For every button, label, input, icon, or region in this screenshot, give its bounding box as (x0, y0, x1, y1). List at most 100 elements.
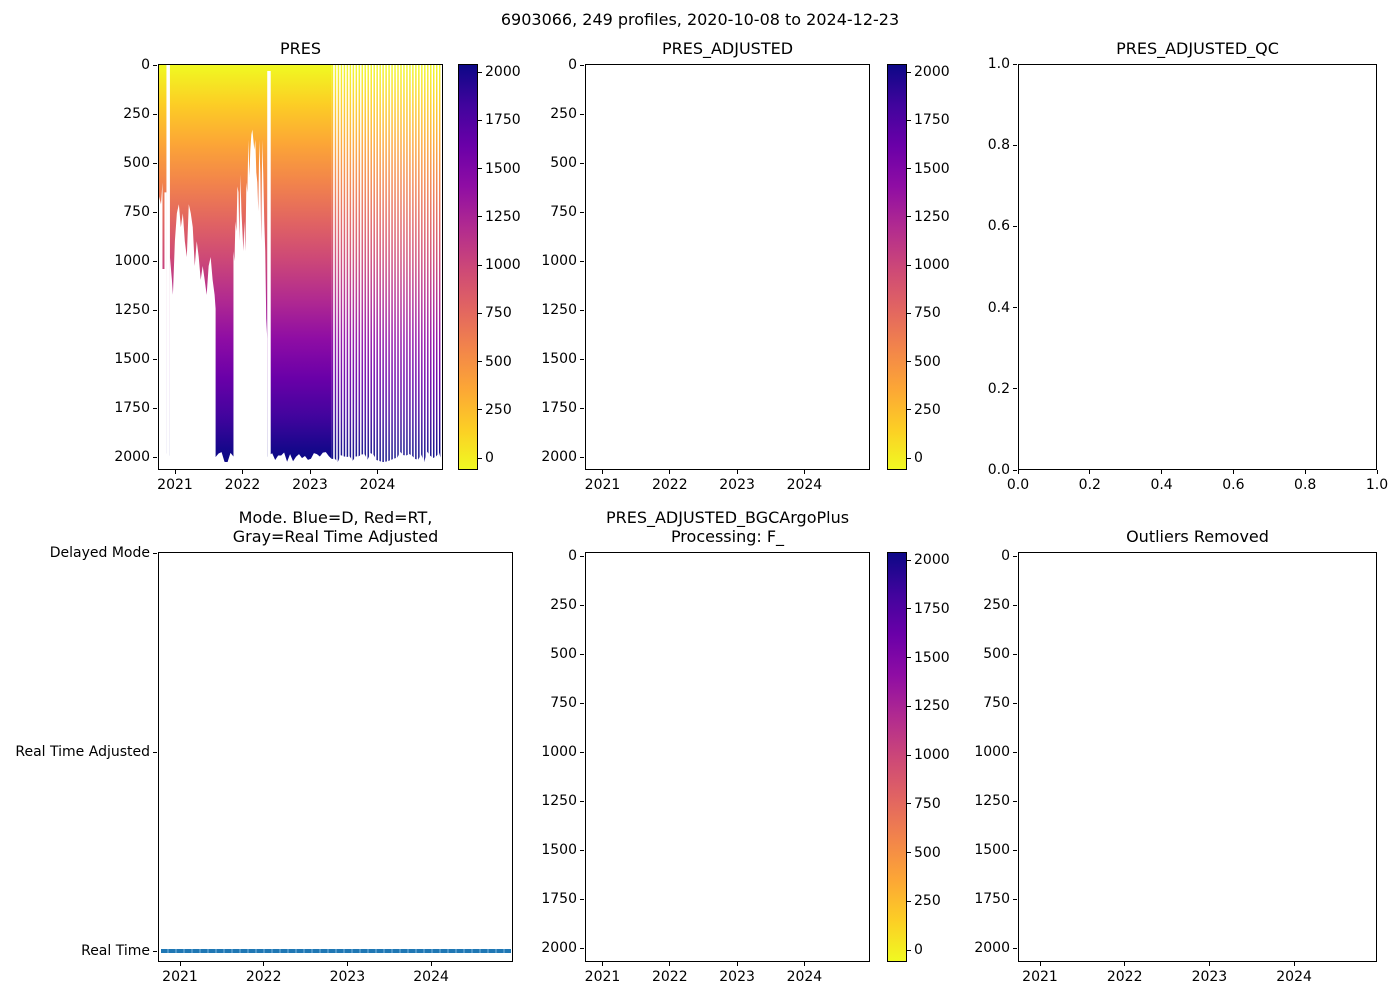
outliers-title-line: Outliers Removed (1126, 527, 1269, 546)
pres-colorbar-tickmark (478, 457, 482, 459)
pres_adjusted-colorbar-tick-label: 1750 (914, 112, 950, 129)
outliers-y-tick-label: 250 (983, 597, 1010, 613)
qc-plot-area (1018, 64, 1377, 470)
bgc-y-tickmark (580, 947, 584, 949)
qc-x-tickmark (1376, 470, 1378, 474)
qc-y-tick-label: 0.8 (987, 137, 1010, 154)
mode-x-tickmark (179, 962, 181, 966)
pres-x-tickmark (309, 470, 311, 474)
mode-x-tick-label: 2022 (245, 969, 282, 985)
qc-x-tickmark (1161, 470, 1163, 474)
pres_adjusted-y-tick-label: 500 (550, 155, 577, 171)
qc-x-tickmark (1232, 470, 1234, 474)
bgc-plot-area (585, 552, 870, 962)
bgc-x-tick-label: 2022 (651, 969, 688, 985)
pres-colorbar-tickmark (478, 312, 482, 314)
bgc-y-tickmark (580, 555, 584, 557)
pres_adjusted-colorbar-tick-label: 1000 (914, 257, 950, 273)
bgc-colorbar-tickmark (907, 705, 911, 707)
qc-x-tick-label: 0.8 (1294, 477, 1317, 493)
bgc-colorbar-tickmark (907, 803, 911, 805)
pres-y-tickmark (153, 309, 157, 311)
bgc-x-tickmark (736, 962, 738, 966)
pres-x-tickmark (377, 470, 378, 474)
pres-x-tick-label: 2024 (359, 477, 396, 493)
mode-plot-area (158, 552, 513, 962)
pres-colorbar-tick-label: 0 (485, 450, 494, 466)
mode-y-tick-label: Real Time Adjusted (15, 744, 150, 760)
outliers-y-tickmark (1013, 947, 1017, 949)
outliers-y-tick-label: 2000 (974, 940, 1010, 956)
mode-x-tickmark (263, 962, 265, 966)
bgc-y-tick-label: 1250 (541, 793, 577, 809)
pres_adjusted-x-tick-label: 2024 (786, 477, 823, 493)
bgc-y-tick-label: 1750 (541, 891, 577, 907)
pres-colorbar (458, 64, 478, 470)
pres-title: PRES (158, 39, 443, 58)
mode-y-tickmark (153, 950, 157, 952)
pres-x-tick-label: 2022 (224, 477, 261, 493)
qc-x-tick-label: 0.2 (1078, 477, 1101, 493)
outliers-y-tick-label: 1250 (974, 793, 1010, 809)
qc-x-tick-label: 0.4 (1150, 477, 1173, 493)
qc-y-tickmark (1013, 144, 1017, 146)
outliers-x-tickmark (1293, 962, 1295, 966)
pres_adjusted-colorbar-tick-label: 750 (914, 305, 941, 322)
pres_adjusted-colorbar-tick-label: 0 (914, 450, 923, 466)
pres_adjusted-colorbar-tickmark (907, 312, 911, 314)
outliers-y-tickmark (1013, 898, 1017, 900)
pres-plot-area (158, 64, 443, 470)
bgc-title: PRES_ADJUSTED_BGCArgoPlus Processing: F_ (585, 508, 870, 546)
bgc-title-line-2: Processing: F_ (670, 527, 785, 546)
outliers-x-tickmark (1208, 962, 1210, 966)
pres_adjusted-y-tickmark (580, 407, 584, 409)
pres_adjusted-y-tick-label: 0 (568, 57, 577, 73)
outliers-y-tickmark (1013, 800, 1017, 802)
outliers-y-tick-label: 1750 (974, 891, 1010, 907)
pres-colorbar-tick-label: 750 (485, 305, 512, 322)
bgc-x-tick-label: 2023 (719, 969, 755, 985)
bgc-colorbar-tickmark (907, 608, 911, 610)
mode-x-tickmark (346, 962, 348, 966)
pres_adjusted-y-tickmark (580, 260, 584, 262)
pres-colorbar-tick-label: 1500 (485, 160, 521, 177)
qc-y-tickmark (1013, 63, 1017, 65)
pres_adjusted-y-tickmark (580, 358, 584, 360)
pres_adjusted-y-tickmark (580, 211, 584, 213)
mode-title-line-2: Gray=Real Time Adjusted (232, 527, 439, 546)
bgc-y-tick-label: 500 (550, 646, 577, 662)
pres_adjusted-y-tickmark (580, 456, 584, 458)
bgc-x-tickmark (669, 962, 671, 966)
pres_adjusted-y-tick-label: 250 (550, 106, 577, 122)
pres-colorbar-tick-label: 250 (485, 401, 512, 418)
outliers-x-tickmark (1124, 962, 1126, 966)
pres_adjusted-colorbar-tick-label: 250 (914, 401, 941, 418)
bgc-y-tick-label: 2000 (541, 940, 577, 956)
pres_adjusted-y-tickmark (580, 64, 584, 66)
pres-y-tickmark (153, 456, 157, 458)
figure-title: 6903066, 249 profiles, 2020-10-08 to 202… (500, 10, 900, 29)
pres-adjusted-title: PRES_ADJUSTED (585, 39, 870, 58)
bgc-y-tick-label: 0 (568, 548, 577, 564)
pres_adjusted-x-tick-label: 2021 (584, 477, 621, 493)
pres_adjusted-y-tick-label: 1000 (541, 253, 577, 269)
outliers-y-tick-label: 500 (983, 646, 1010, 662)
pres-adjusted-colorbar (887, 64, 907, 470)
bgc-colorbar-tick-label: 1000 (914, 747, 950, 763)
qc-y-tickmark (1013, 469, 1017, 471)
bgc-y-tickmark (580, 751, 584, 753)
outliers-y-tick-label: 750 (983, 695, 1010, 711)
outliers-x-tickmark (1039, 962, 1041, 966)
outliers-y-tickmark (1013, 751, 1017, 753)
pres_adjusted-colorbar-tickmark (907, 361, 911, 362)
qc-x-tickmark (1017, 470, 1019, 474)
qc-y-tick-label: 0.6 (987, 218, 1010, 235)
pres-y-tickmark (153, 260, 157, 262)
pres_adjusted-x-tickmark (803, 470, 805, 474)
bgc-colorbar-tickmark (907, 754, 911, 756)
pres_adjusted-colorbar-tickmark (907, 168, 911, 169)
outliers-y-tick-label: 1000 (974, 744, 1010, 760)
pres-colorbar-tickmark (478, 71, 482, 73)
qc-x-tick-label: 0.6 (1222, 477, 1245, 493)
